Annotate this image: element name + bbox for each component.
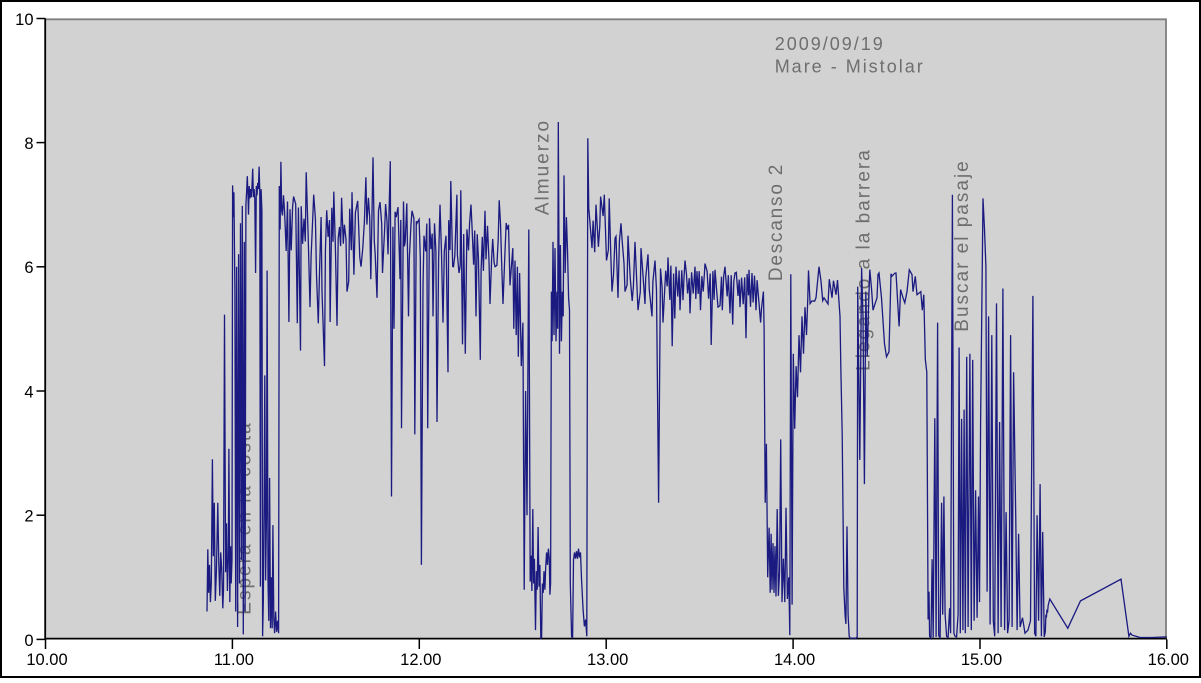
- svg-text:Mare - Mistolar: Mare - Mistolar: [775, 56, 925, 76]
- svg-text:Almuerzo: Almuerzo: [532, 119, 553, 215]
- svg-text:6: 6: [24, 259, 33, 277]
- svg-text:10: 10: [15, 11, 33, 29]
- svg-text:Descanso 2: Descanso 2: [766, 163, 787, 281]
- svg-text:16.00: 16.00: [1148, 651, 1189, 669]
- svg-text:11.00: 11.00: [214, 651, 254, 669]
- svg-text:Buscar el pasaje: Buscar el pasaje: [952, 159, 973, 331]
- svg-text:2: 2: [24, 508, 33, 526]
- svg-text:2009/09/19: 2009/09/19: [775, 34, 885, 54]
- svg-text:13.00: 13.00: [587, 651, 628, 669]
- svg-text:Llegando a la barrera: Llegando a la barrera: [854, 148, 875, 371]
- svg-text:10.00: 10.00: [26, 651, 67, 669]
- svg-text:14.00: 14.00: [774, 651, 815, 669]
- svg-text:15.00: 15.00: [961, 651, 1002, 669]
- svg-text:12.00: 12.00: [400, 651, 441, 669]
- svg-text:4: 4: [24, 383, 33, 401]
- svg-text:0: 0: [24, 632, 33, 650]
- svg-text:8: 8: [24, 135, 33, 153]
